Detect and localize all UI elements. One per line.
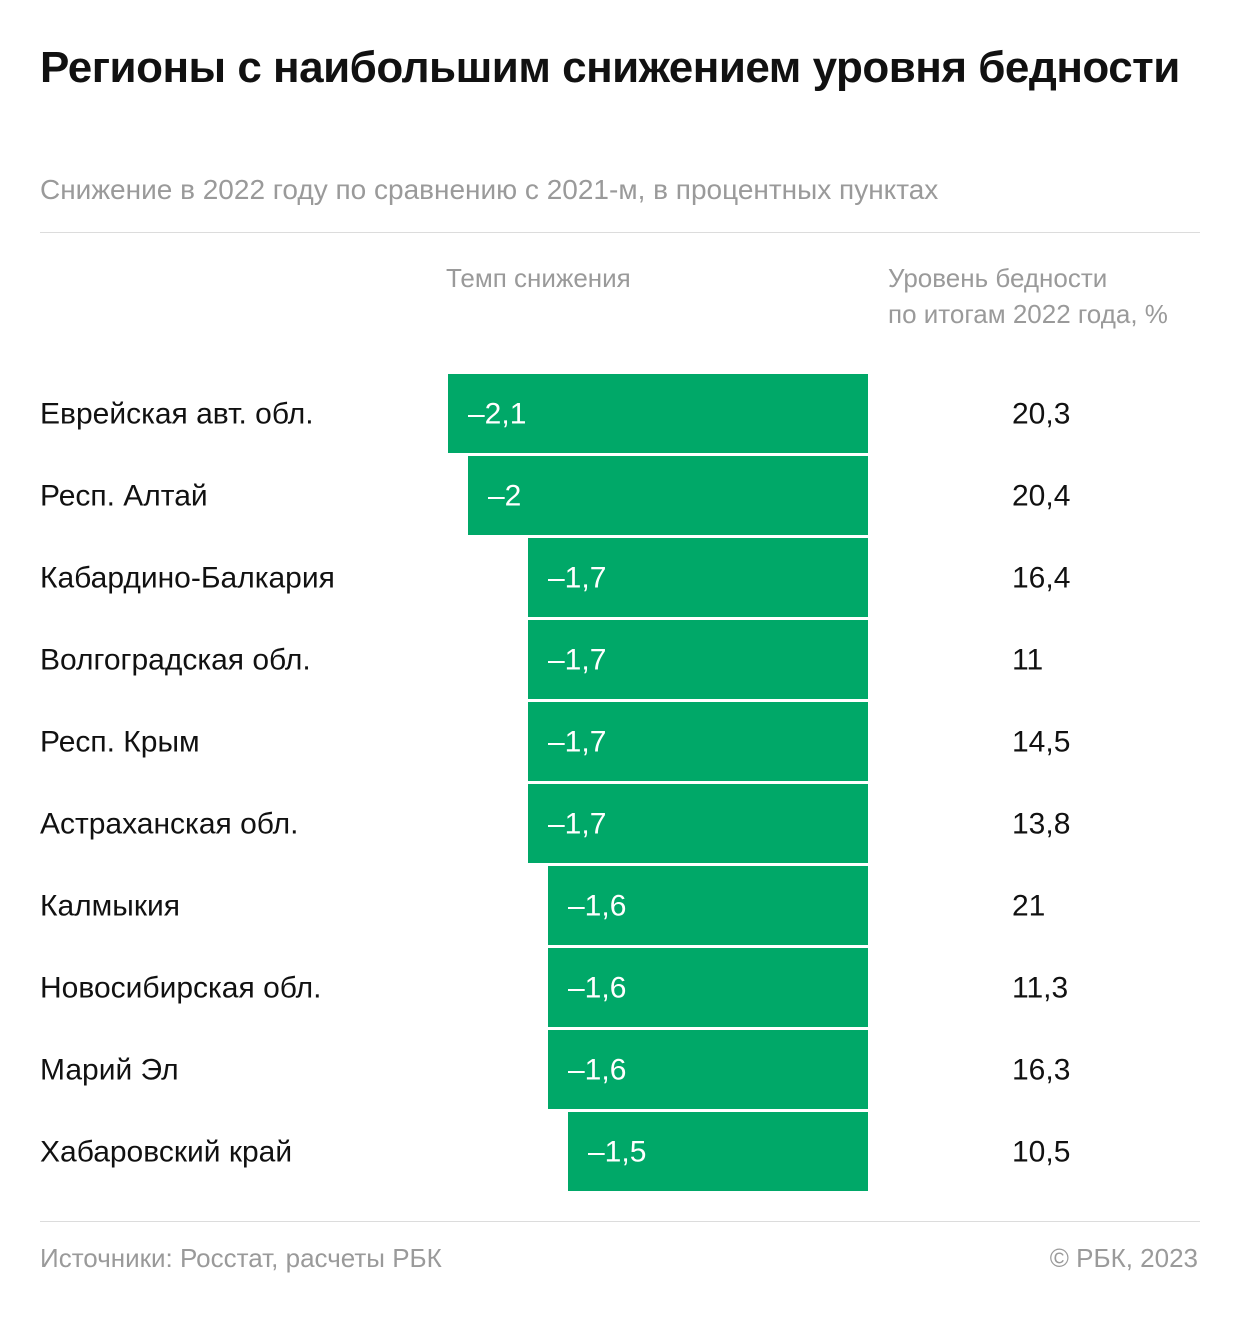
bar <box>568 1112 868 1191</box>
poverty-level-value: 11 <box>1012 644 1043 677</box>
poverty-level-value: 20,4 <box>1012 480 1070 513</box>
bars-column-header: Темп снижения <box>446 263 631 293</box>
category-label: Хабаровский край <box>40 1136 292 1169</box>
bar-value-label: –2 <box>488 480 521 513</box>
bar-value-label: –1,7 <box>548 562 606 595</box>
category-label: Новосибирская обл. <box>40 972 321 1005</box>
category-label: Респ. Алтай <box>40 480 208 513</box>
copyright-note: © РБК, 2023 <box>1049 1243 1198 1273</box>
bar <box>528 538 868 617</box>
bar-value-label: –1,5 <box>588 1136 646 1169</box>
bar <box>548 948 868 1027</box>
bar-value-label: –1,7 <box>548 644 606 677</box>
chart-title: Регионы с наибольшим снижением уровня бе… <box>40 43 1180 92</box>
category-label: Астраханская обл. <box>40 808 298 841</box>
poverty-level-value: 16,3 <box>1012 1054 1070 1087</box>
poverty-level-value: 16,4 <box>1012 562 1070 595</box>
chart-subtitle: Снижение в 2022 году по сравнению с 2021… <box>40 174 939 205</box>
poverty-level-value: 21 <box>1012 890 1045 923</box>
category-label: Еврейская авт. обл. <box>40 398 314 431</box>
bar <box>528 620 868 699</box>
poverty-level-value: 20,3 <box>1012 398 1070 431</box>
category-label: Калмыкия <box>40 890 180 923</box>
level-column-header: Уровень бедности по итогам 2022 года, % <box>888 260 1208 332</box>
bar <box>548 1030 868 1109</box>
poverty-level-value: 11,3 <box>1012 972 1068 1005</box>
bar <box>548 866 868 945</box>
top-divider <box>40 232 1200 233</box>
poverty-level-value: 13,8 <box>1012 808 1070 841</box>
bar-value-label: –1,7 <box>548 808 606 841</box>
source-note: Источники: Росстат, расчеты РБК <box>40 1243 442 1273</box>
bar-value-label: –2,1 <box>468 398 526 431</box>
level-header-line1: Уровень бедности <box>888 263 1108 293</box>
category-label: Марий Эл <box>40 1054 179 1087</box>
bottom-divider <box>40 1221 1200 1222</box>
level-header-line2: по итогам 2022 года, % <box>888 299 1168 329</box>
category-label: Респ. Крым <box>40 726 200 759</box>
category-label: Кабардино-Балкария <box>40 562 335 595</box>
bar <box>448 374 868 453</box>
bar-value-label: –1,6 <box>568 1054 626 1087</box>
bar-value-label: –1,6 <box>568 890 626 923</box>
poverty-level-value: 14,5 <box>1012 726 1070 759</box>
bar <box>528 702 868 781</box>
bar-value-label: –1,6 <box>568 972 626 1005</box>
bar <box>528 784 868 863</box>
bar-value-label: –1,7 <box>548 726 606 759</box>
category-label: Волгоградская обл. <box>40 644 311 677</box>
poverty-level-value: 10,5 <box>1012 1136 1070 1169</box>
bar <box>468 456 868 535</box>
